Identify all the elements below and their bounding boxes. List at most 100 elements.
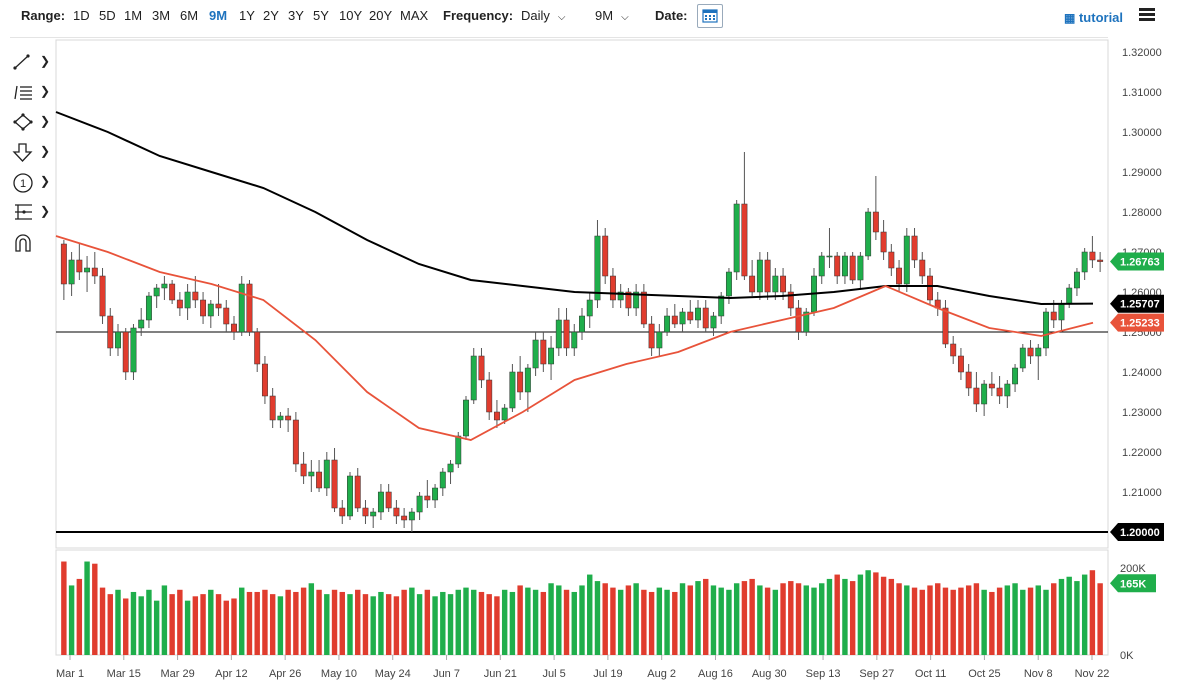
x-tick-label: Aug 16 — [698, 668, 733, 680]
candle-body — [416, 495, 423, 513]
volume-bar — [904, 585, 910, 655]
period-select[interactable]: 9M ⌵ — [595, 8, 629, 23]
volume-bar — [130, 591, 137, 655]
candle-body — [169, 283, 176, 301]
toolbar: Range: 1D 5D 1M 3M 6M 9M 1Y 2Y 3Y 5Y 10Y… — [0, 0, 1178, 32]
tutorial-link[interactable]: ▦ tutorial — [1064, 10, 1123, 25]
range-10y[interactable]: 10Y — [339, 8, 363, 23]
range-6m[interactable]: 6M — [180, 8, 199, 23]
volume-bar — [1020, 589, 1026, 655]
candle-body — [207, 303, 214, 317]
chevron-right-icon: ❯ — [40, 114, 51, 128]
frequency-select[interactable]: Daily ⌵ — [521, 8, 566, 23]
volume-bar — [455, 589, 461, 655]
candle-body — [424, 495, 431, 501]
candle-body — [76, 259, 83, 273]
x-tick-label: Nov 22 — [1075, 668, 1110, 680]
range-3y[interactable]: 3Y — [288, 8, 304, 23]
candle-body — [300, 463, 307, 477]
fibonacci-tool-button[interactable]: ❯ — [12, 82, 52, 104]
volume-bar — [942, 587, 949, 655]
price-panel-frame — [55, 39, 1109, 549]
candle-body — [393, 507, 400, 517]
candle-body — [68, 259, 75, 285]
candle-body — [787, 291, 794, 309]
candle-body — [517, 371, 524, 393]
volume-bar — [378, 591, 384, 655]
range-2y[interactable]: 2Y — [263, 8, 279, 23]
volume-bar — [656, 587, 663, 655]
candle-body — [223, 307, 230, 325]
volume-bar — [123, 598, 129, 655]
range-1m[interactable]: 1M — [124, 8, 143, 23]
candle-body — [107, 315, 114, 349]
chevron-right-icon: ❯ — [40, 144, 51, 158]
range-max[interactable]: MAX — [400, 8, 429, 23]
shape-tool-button[interactable]: ❯ — [12, 112, 52, 134]
candle-body — [354, 475, 361, 509]
volume-bar — [146, 589, 152, 655]
volume-bar — [447, 594, 454, 655]
volume-bar — [911, 587, 918, 655]
candle-body — [756, 259, 763, 293]
hamburger-menu-icon[interactable] — [1139, 8, 1155, 22]
volume-bar — [370, 596, 376, 655]
volume-bar — [99, 587, 106, 655]
candle-body — [725, 271, 732, 297]
price-label-text: 1.25707 — [1120, 299, 1160, 311]
volume-bar — [857, 574, 864, 655]
volume-bar — [757, 585, 763, 655]
range-5y[interactable]: 5Y — [313, 8, 329, 23]
volume-bar — [215, 594, 222, 655]
range-9m[interactable]: 9M — [209, 8, 228, 23]
candle-body — [192, 291, 199, 301]
price-label-text: 1.26763 — [1120, 256, 1160, 268]
calendar-button[interactable] — [697, 4, 723, 28]
volume-bar — [285, 589, 291, 655]
magnet-button[interactable] — [12, 232, 52, 254]
candle-body — [865, 211, 872, 257]
volume-bar — [648, 591, 655, 655]
volume-bar — [563, 589, 570, 655]
volume-bar — [981, 589, 987, 655]
price-label-background — [1110, 523, 1164, 541]
pattern-tool-button[interactable]: ❯ — [12, 202, 52, 224]
candle-body — [548, 347, 555, 365]
range-1y[interactable]: 1Y — [239, 8, 255, 23]
volume-bar — [703, 578, 709, 655]
candle-body — [695, 307, 701, 321]
range-20y[interactable]: 20Y — [369, 8, 393, 23]
candle-body — [640, 291, 647, 325]
arrow-marker-button[interactable]: ❯ — [12, 142, 52, 164]
y-tick-label: 1.30000 — [1122, 127, 1162, 139]
candle-body — [563, 319, 570, 349]
line-tool-button[interactable]: ❯ — [12, 52, 52, 74]
range-3m[interactable]: 3M — [152, 8, 171, 23]
range-5d[interactable]: 5D — [99, 8, 116, 23]
annotation-icon: 1 — [13, 173, 33, 193]
date-label: Date: — [655, 8, 688, 23]
candle-body — [950, 343, 957, 357]
volume-bar — [602, 583, 608, 655]
volume-bar — [710, 585, 717, 655]
chevron-down-icon: ⌵ — [557, 12, 566, 23]
volume-bar — [432, 596, 438, 655]
frequency-label: Frequency: — [443, 8, 514, 23]
chevron-right-icon: ❯ — [40, 54, 51, 68]
candle-body — [834, 255, 841, 277]
price-label-tag: 1.26763 — [1110, 252, 1164, 271]
candle-body — [84, 267, 91, 273]
candle-body — [370, 511, 377, 517]
candle-body — [493, 411, 500, 421]
candle-body — [841, 255, 848, 277]
volume-bar — [409, 587, 415, 655]
candle-body — [285, 415, 292, 421]
volume-bar — [1066, 576, 1072, 655]
annotation-button[interactable]: 1 ❯ — [12, 172, 52, 194]
arrow-marker-icon — [12, 143, 33, 162]
volume-bar — [1097, 583, 1103, 655]
volume-bar — [556, 585, 562, 655]
range-1d[interactable]: 1D — [73, 8, 90, 23]
volume-bar — [594, 581, 601, 655]
